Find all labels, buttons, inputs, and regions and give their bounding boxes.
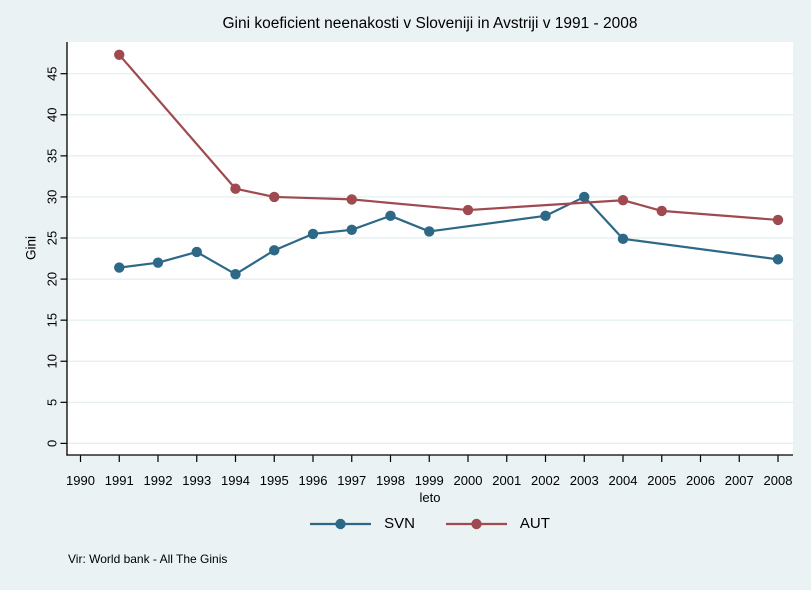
svg-text:1995: 1995	[260, 473, 289, 488]
chart-title: Gini koeficient neenakosti v Sloveniji i…	[222, 15, 638, 32]
svg-text:1998: 1998	[376, 473, 405, 488]
svg-text:2004: 2004	[609, 473, 638, 488]
svg-text:30: 30	[45, 190, 60, 204]
y-axis-title: Gini	[24, 236, 39, 260]
series-svn	[114, 191, 784, 280]
svg-text:5: 5	[45, 399, 60, 406]
plot-area	[67, 42, 793, 455]
svg-text:15: 15	[45, 313, 60, 327]
legend-label-aut: AUT	[519, 515, 550, 532]
legend-label-svn: SVN	[384, 515, 415, 532]
svg-text:2002: 2002	[531, 473, 560, 488]
svg-text:1993: 1993	[182, 473, 211, 488]
svn-line-marker-icon	[310, 518, 372, 529]
svg-text:1990: 1990	[66, 473, 95, 488]
x-axis-ticks: 1990 1991 1992 1993 1994 1995 1996 1997 1998 1999…	[66, 455, 793, 488]
svg-text:35: 35	[45, 149, 60, 163]
series-aut	[114, 49, 784, 226]
svg-text:1997: 1997	[337, 473, 366, 488]
svg-text:1994: 1994	[221, 473, 250, 488]
svg-text:20: 20	[45, 272, 60, 286]
legend-item-svn: SVN	[310, 515, 415, 532]
svg-text:2008: 2008	[764, 473, 793, 488]
svg-text:1999: 1999	[415, 473, 444, 488]
x-axis-title: leto	[420, 490, 441, 505]
svg-text:45: 45	[45, 66, 60, 80]
legend-item-aut: AUT	[445, 515, 550, 532]
svg-text:10: 10	[45, 354, 60, 368]
svg-text:40: 40	[45, 108, 60, 122]
svg-text:1996: 1996	[299, 473, 328, 488]
svg-text:25: 25	[45, 231, 60, 245]
y-gridlines	[67, 73, 793, 444]
svg-text:1991: 1991	[105, 473, 134, 488]
svg-text:1992: 1992	[144, 473, 173, 488]
source-note: Vir: World bank - All The Ginis	[68, 552, 228, 566]
aut-line-marker-icon	[445, 518, 507, 529]
legend: SVN AUT	[67, 515, 793, 532]
svg-text:2000: 2000	[454, 473, 483, 488]
svg-text:2001: 2001	[492, 473, 521, 488]
svg-text:0: 0	[45, 440, 60, 447]
svg-text:2006: 2006	[686, 473, 715, 488]
svg-text:2005: 2005	[647, 473, 676, 488]
svg-text:2007: 2007	[725, 473, 754, 488]
y-axis-ticks: 0 5 10 15 20 25 30 35 40 45	[45, 66, 67, 447]
svg-text:2003: 2003	[570, 473, 599, 488]
